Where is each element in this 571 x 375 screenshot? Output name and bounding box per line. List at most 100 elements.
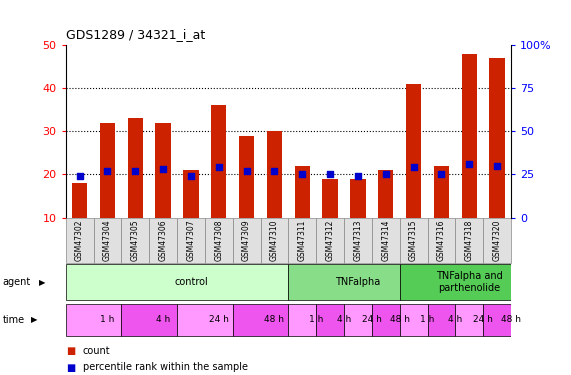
Text: ■: ■ — [66, 363, 75, 372]
Bar — [400, 264, 511, 300]
Text: GSM47310: GSM47310 — [270, 219, 279, 261]
Bar — [183, 170, 199, 217]
Text: 4 h: 4 h — [448, 315, 463, 324]
Text: GSM47316: GSM47316 — [437, 219, 446, 261]
Bar — [428, 304, 456, 336]
Text: ▶: ▶ — [39, 278, 45, 286]
Point — [242, 168, 251, 174]
Text: GSM47304: GSM47304 — [103, 219, 112, 261]
Point — [131, 168, 140, 174]
Point — [297, 171, 307, 177]
Text: count: count — [83, 346, 110, 355]
Bar — [177, 217, 205, 262]
Bar — [461, 54, 477, 217]
Bar — [456, 304, 483, 336]
Text: 24 h: 24 h — [473, 315, 493, 324]
Bar — [205, 217, 233, 262]
Text: GSM47302: GSM47302 — [75, 219, 84, 261]
Text: 4 h: 4 h — [337, 315, 351, 324]
Text: 48 h: 48 h — [389, 315, 410, 324]
Bar — [489, 58, 505, 217]
Text: GSM47315: GSM47315 — [409, 219, 418, 261]
Bar — [66, 264, 288, 300]
Bar — [378, 170, 393, 217]
Point — [325, 171, 335, 177]
Bar — [483, 304, 511, 336]
Point — [493, 163, 502, 169]
Bar — [239, 136, 254, 218]
Text: 1 h: 1 h — [100, 315, 115, 324]
Bar — [233, 304, 288, 336]
Text: GSM47313: GSM47313 — [353, 219, 363, 261]
Text: percentile rank within the sample: percentile rank within the sample — [83, 363, 248, 372]
Point — [381, 171, 391, 177]
Text: GSM47305: GSM47305 — [131, 219, 140, 261]
Bar — [428, 217, 456, 262]
Bar — [288, 304, 316, 336]
Bar — [288, 217, 316, 262]
Text: GSM47320: GSM47320 — [493, 219, 502, 261]
Bar — [211, 105, 227, 218]
Text: ■: ■ — [66, 346, 75, 355]
Bar — [483, 217, 511, 262]
Bar — [434, 166, 449, 218]
Bar — [127, 118, 143, 218]
Point — [437, 171, 446, 177]
Text: ▶: ▶ — [31, 315, 38, 324]
Text: GSM47312: GSM47312 — [325, 219, 335, 261]
Text: 48 h: 48 h — [264, 315, 284, 324]
Point — [465, 161, 474, 167]
Bar — [456, 217, 483, 262]
Bar — [100, 123, 115, 218]
Bar — [122, 217, 149, 262]
Bar — [260, 217, 288, 262]
Point — [409, 165, 418, 171]
Bar — [344, 304, 372, 336]
Bar — [400, 304, 428, 336]
Bar — [122, 304, 177, 336]
Bar — [177, 304, 233, 336]
Text: 1 h: 1 h — [309, 315, 323, 324]
Point — [159, 166, 168, 172]
Text: TNFalpha and
parthenolide: TNFalpha and parthenolide — [436, 272, 502, 293]
Text: agent: agent — [3, 277, 31, 287]
Bar — [323, 179, 338, 218]
Point — [186, 173, 195, 179]
Text: GSM47311: GSM47311 — [297, 219, 307, 261]
Bar — [149, 217, 177, 262]
Text: time: time — [3, 315, 25, 325]
Bar — [233, 217, 260, 262]
Bar — [344, 217, 372, 262]
Point — [75, 173, 84, 179]
Text: GSM47309: GSM47309 — [242, 219, 251, 261]
Text: 4 h: 4 h — [156, 315, 170, 324]
Text: 48 h: 48 h — [501, 315, 521, 324]
Bar — [372, 217, 400, 262]
Bar — [350, 179, 365, 218]
Bar — [372, 304, 400, 336]
Bar — [406, 84, 421, 218]
Point — [214, 165, 223, 171]
Text: TNFalpha: TNFalpha — [335, 277, 380, 287]
Text: 24 h: 24 h — [209, 315, 229, 324]
Bar — [316, 217, 344, 262]
Point — [103, 168, 112, 174]
Bar — [288, 264, 400, 300]
Bar — [400, 217, 428, 262]
Text: GSM47306: GSM47306 — [159, 219, 168, 261]
Text: GSM47318: GSM47318 — [465, 219, 474, 261]
Point — [270, 168, 279, 174]
Bar — [66, 304, 122, 336]
Text: GDS1289 / 34321_i_at: GDS1289 / 34321_i_at — [66, 28, 205, 41]
Bar — [155, 123, 171, 218]
Bar — [72, 183, 87, 218]
Bar — [267, 131, 282, 218]
Text: control: control — [174, 277, 208, 287]
Bar — [66, 217, 94, 262]
Text: 24 h: 24 h — [362, 315, 382, 324]
Text: GSM47307: GSM47307 — [186, 219, 195, 261]
Text: 1 h: 1 h — [420, 315, 435, 324]
Point — [353, 173, 363, 179]
Text: GSM47308: GSM47308 — [214, 219, 223, 261]
Bar — [316, 304, 344, 336]
